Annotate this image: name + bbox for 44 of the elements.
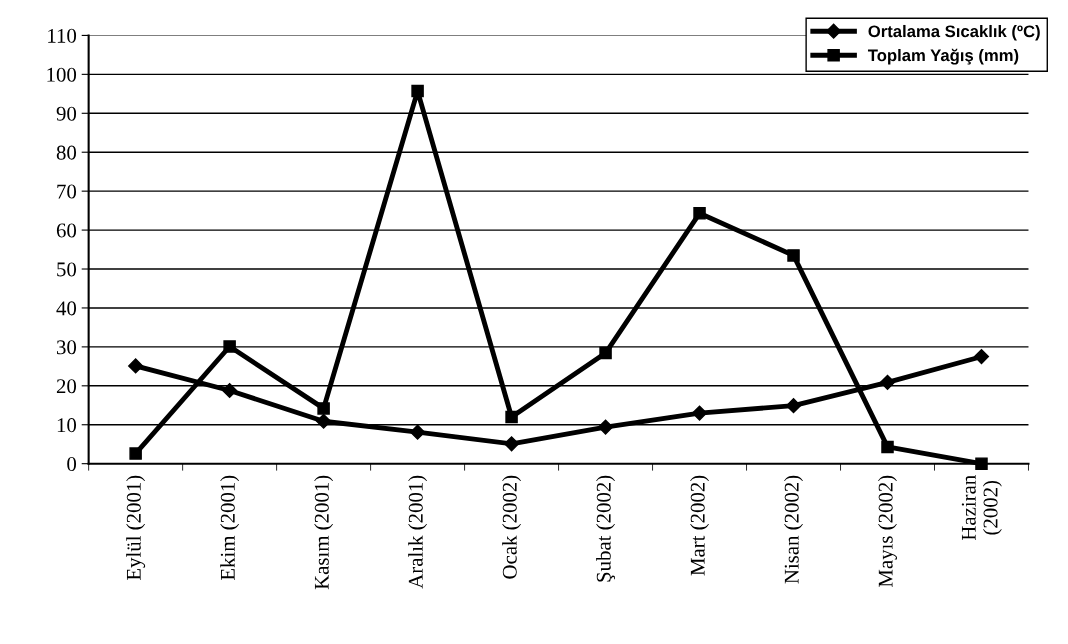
point bbox=[785, 398, 802, 414]
point bbox=[128, 358, 144, 374]
legend-label: Ortalama Sıcaklık (ºC) bbox=[868, 24, 1040, 41]
point bbox=[129, 447, 142, 460]
y-tick-label: 70 bbox=[57, 184, 77, 199]
y-tick-label: 110 bbox=[48, 28, 77, 43]
legend-label: Toplam Yağış (mm) bbox=[867, 48, 1019, 65]
point bbox=[223, 340, 236, 353]
point bbox=[599, 346, 612, 360]
y-tick-label: 50 bbox=[57, 262, 77, 277]
x-tick-label: Nisan (2002) bbox=[784, 475, 803, 584]
y-tick-label: 20 bbox=[56, 379, 77, 394]
point bbox=[410, 424, 426, 440]
point bbox=[505, 410, 518, 424]
y-tick-label: 100 bbox=[47, 67, 77, 82]
point bbox=[881, 440, 894, 454]
x-tick-label: Mayıs (2002) bbox=[878, 475, 897, 588]
y-tick-label: 90 bbox=[56, 106, 77, 121]
point bbox=[787, 249, 800, 262]
y-tick-label: 0 bbox=[67, 457, 77, 472]
y-tick-label: 80 bbox=[56, 145, 77, 160]
point bbox=[504, 436, 520, 452]
x-tick-label: Kasım (2001) bbox=[314, 475, 334, 590]
point bbox=[975, 457, 988, 470]
y-tick-label: 40 bbox=[56, 301, 77, 316]
x-tick-label: Ocak (2002) bbox=[502, 475, 522, 579]
x-tick-label: Mart (2002) bbox=[690, 475, 709, 576]
y-tick-label: 60 bbox=[56, 223, 77, 238]
point bbox=[597, 419, 614, 435]
point bbox=[411, 84, 424, 98]
x-tick-label: Eylül (2001) bbox=[126, 475, 146, 581]
x-tick-label: Aralık (2001) bbox=[408, 475, 428, 589]
point bbox=[693, 207, 706, 220]
y-tick-label: 10 bbox=[57, 418, 77, 433]
point bbox=[691, 405, 708, 421]
point bbox=[973, 349, 990, 365]
x-tick-label: Ekim (2001) bbox=[220, 475, 240, 581]
point bbox=[316, 413, 332, 429]
point bbox=[222, 382, 238, 399]
y-tick-label: 30 bbox=[57, 340, 77, 355]
x-tick-label: Şubat (2002) bbox=[596, 475, 615, 582]
point bbox=[879, 374, 896, 390]
point bbox=[317, 402, 330, 415]
x-tick-label: Haziran (2002) bbox=[961, 475, 1002, 541]
